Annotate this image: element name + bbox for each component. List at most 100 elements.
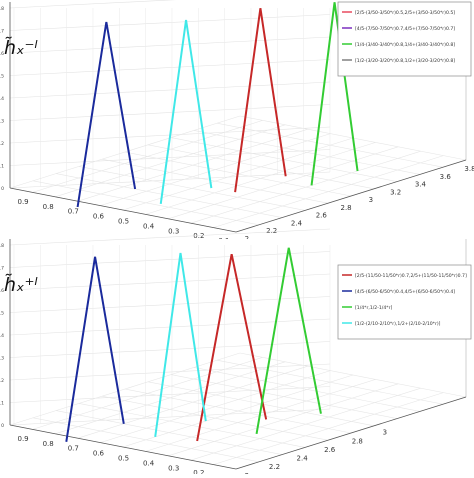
z-tick-label: 0.7 — [0, 29, 4, 35]
axis-line — [9, 187, 237, 233]
series-line-2 — [159, 19, 213, 205]
floor-grid-line — [193, 367, 421, 412]
panel-label: h̃ₓ⁻ˡ — [4, 37, 38, 59]
z-tick-label: 0.3 — [0, 356, 4, 362]
floor-grid-line — [147, 144, 375, 190]
floor-grid-line — [168, 146, 399, 220]
legend-entry: [4/5-(7/50-7/50*r)0.7,4/5+(7/50-7/50*r)0… — [355, 26, 455, 32]
depth-tick-label: 0.7 — [68, 208, 79, 216]
x-tick-label: 2.2 — [266, 227, 277, 235]
floor-grid-line — [213, 155, 444, 228]
depth-tick-label: 0.4 — [143, 459, 155, 467]
grid-line — [9, 149, 331, 166]
floor-grid-line — [190, 150, 421, 224]
legend-entry: [2/5-(3/50-3/50*r)0.5,2/5+(3/50-3/50*r)0… — [355, 10, 455, 16]
legend-entry: [1/2-(3/20-3/20*r)0.8,1/2+(3/20-3/20*r)0… — [355, 58, 455, 64]
grid-line — [9, 36, 331, 54]
legend-entry: [1/4*r,1/2-1/4*r] — [355, 305, 392, 311]
z-tick-label: 0.2 — [0, 378, 4, 384]
grid-line — [9, 273, 331, 291]
grid-line — [9, 386, 331, 403]
x-tick-label: 2.4 — [297, 455, 309, 463]
x-tick-label: 2 — [245, 235, 249, 243]
grid-line — [9, 59, 331, 76]
z-tick-label: 0.7 — [0, 266, 4, 272]
z-tick-label: 0.4 — [0, 96, 4, 102]
floor-grid-line — [213, 392, 444, 465]
grid-line — [9, 228, 331, 246]
z-tick-label: 0.8 — [0, 243, 4, 249]
x-tick-label: 2.6 — [324, 446, 336, 454]
grid-line — [9, 14, 331, 31]
legend-entry: [4/5-(6/50-6/50*r)0.4,4/5+(6/50-6/50*r)0… — [355, 289, 455, 295]
depth-tick-label: 0.6 — [93, 213, 105, 221]
z-tick-label: 0.6 — [0, 288, 4, 294]
axis-line — [235, 159, 467, 233]
z-tick-label: 0 — [1, 423, 4, 429]
x-tick-label: 3.8 — [464, 165, 474, 173]
floor-grid-line — [239, 352, 467, 398]
x-tick-label: 2.4 — [291, 219, 303, 227]
z-tick-label: 0.3 — [0, 119, 4, 125]
legend-box — [337, 1, 472, 77]
x-tick-label: 2.2 — [269, 463, 280, 471]
grid-line — [9, 296, 331, 313]
x-tick-label: 3.4 — [415, 181, 427, 189]
depth-tick-label: 0.3 — [168, 464, 179, 472]
z-tick-label: 0.1 — [0, 401, 4, 407]
depth-tick-label: 0.8 — [43, 440, 54, 448]
grid-line — [9, 251, 331, 268]
depth-tick-label: 0.9 — [17, 198, 28, 206]
floor-grid-line — [168, 383, 399, 457]
series-line-1 — [76, 21, 137, 208]
z-tick-label: 0.5 — [0, 311, 4, 317]
grid-line — [9, 171, 331, 189]
chart-panel-1: 0.8 0.7 0.6 0.5 0.4 0.3 0.2 0.1 0 0.9 0.8 0.7 0.6 0.5… — [0, 0, 474, 245]
x-tick-label: 2.8 — [340, 204, 351, 212]
legend-entry: [1/4-(3/40-3/40*r)0.8,1/4+(3/40-3/40*r)0… — [355, 42, 455, 48]
floor-grid-line — [193, 130, 421, 175]
legend-box — [337, 264, 472, 340]
axis-line — [235, 396, 467, 470]
z-tick-label: 0.2 — [0, 141, 4, 147]
floor-grid-line — [145, 142, 376, 215]
depth-tick-label: 0.2 — [193, 469, 204, 474]
depth-tick-label: 0.8 — [43, 203, 54, 211]
z-tick-label: 0 — [1, 186, 4, 192]
floor-grid-line — [216, 122, 444, 168]
grid-line — [9, 104, 331, 121]
series-line-4 — [310, 2, 359, 186]
depth-tick-label: 0.5 — [118, 454, 129, 462]
grid-line — [9, 0, 177, 9]
series-line-4 — [154, 252, 207, 438]
series-line-2 — [65, 256, 125, 442]
z-tick-label: 0.4 — [0, 333, 4, 339]
depth-tick-label: 0.9 — [17, 435, 28, 443]
x-tick-label: 3.2 — [390, 188, 401, 196]
z-tick-label: 0.6 — [0, 51, 4, 57]
chart-panel-2: 0.8 0.7 0.6 0.5 0.4 0.3 0.2 0.1 0 0.9 0.8 0.7 0.6 0.5… — [0, 228, 472, 478]
x-tick-label: 2.6 — [316, 212, 328, 220]
x-tick-label: 2.8 — [352, 437, 363, 445]
x-tick-label: 3.6 — [440, 173, 452, 181]
floor-grid-line — [190, 387, 421, 461]
panel-label: h̃ₓ⁺ˡ — [4, 274, 38, 296]
axis-line — [9, 424, 237, 470]
depth-tick-label: 0.5 — [118, 217, 129, 225]
depth-tick-label: 0.6 — [93, 450, 105, 458]
z-tick-label: 0.1 — [0, 164, 4, 170]
series-line-3 — [234, 8, 287, 193]
z-tick-label: 0.8 — [0, 6, 4, 12]
grid-line — [9, 408, 331, 426]
z-tick-label: 0.5 — [0, 74, 4, 80]
legend-entry: [1/2-(2/10-2/10*r),1/2+(2/10-2/10*r)] — [355, 321, 441, 327]
depth-tick-label: 0.3 — [168, 227, 179, 235]
floor-grid-line — [124, 388, 352, 434]
series-line-1 — [196, 253, 268, 442]
x-tick-label: 3 — [383, 429, 387, 437]
depth-tick-label: 0.2 — [193, 232, 204, 240]
depth-tick-label: 0.4 — [143, 222, 155, 230]
legend-entry: [2/5-(11/50-11/50*r)0.7,2/5+(11/50-11/50… — [355, 273, 467, 279]
